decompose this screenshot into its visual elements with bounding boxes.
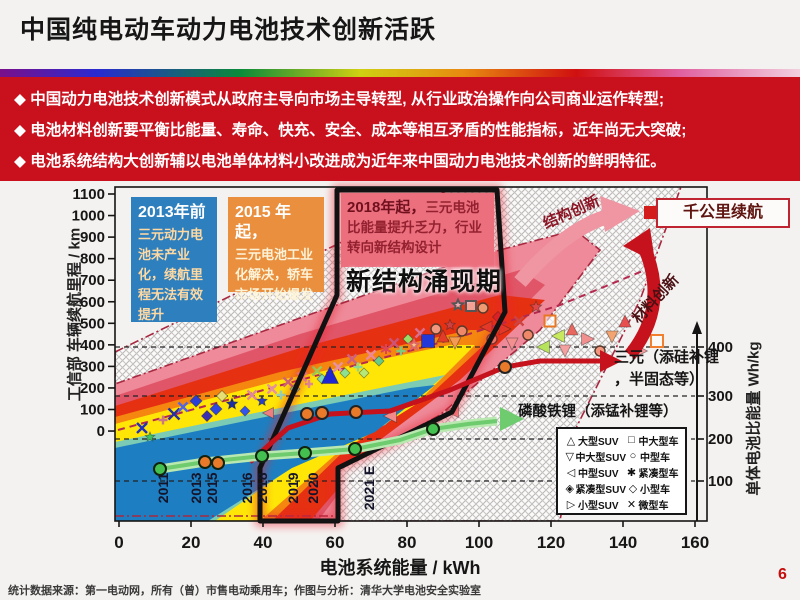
legend-item: ○ 中型车 <box>626 449 685 464</box>
slide-title: 中国纯电动车动力电池技术创新活跃 <box>20 16 437 44</box>
era-box-2018-lead: 2018年起， <box>347 199 426 216</box>
banner-bullet-2: ◆ 电池材料创新要平衡比能量、寿命、快充、安全、成本等相互矛盾的性能指标，近年尚… <box>14 122 687 139</box>
legend-item: ✕ 微型车 <box>625 497 686 512</box>
legend-marker-icon: △ <box>566 434 576 447</box>
banner-bullet-1: ◆ 中国动力电池技术创新模式从政府主导向市场主导转型, 从行业政治操作向公司商业… <box>14 91 665 108</box>
svg-text:120: 120 <box>537 533 565 552</box>
svg-text:2021 E: 2021 E <box>361 466 377 510</box>
legend-label: 中型车 <box>640 452 670 464</box>
legend-item: ◇ 小型车 <box>626 481 685 496</box>
red-square-marker <box>644 206 657 219</box>
legend-label: 大型SUV <box>578 436 619 448</box>
svg-text:200: 200 <box>80 380 105 397</box>
legend-label: 中型SUV <box>578 468 619 480</box>
era-box-2015: 2015 年起， 三元电池工业化解决，轿车市场开始爆发 <box>228 197 324 302</box>
svg-text:80: 80 <box>398 533 417 552</box>
svg-text:60: 60 <box>326 533 345 552</box>
legend-item: ▽ 中大型SUV <box>564 449 626 464</box>
page-number: 6 <box>778 566 787 583</box>
rainbow-divider <box>0 69 800 77</box>
new-structure-era-label: 新结构涌现期 <box>346 268 503 296</box>
legend-marker-icon: ▽ <box>565 450 574 463</box>
svg-text:100: 100 <box>708 473 733 490</box>
svg-text:600: 600 <box>80 294 105 311</box>
svg-text:0: 0 <box>114 533 123 552</box>
ternary-annotation-line1: 三元（添硅补锂 <box>614 349 720 366</box>
legend-label: 紧凑型SUV <box>575 485 626 497</box>
ternary-annotation-line2: ，半固态等） <box>614 371 705 388</box>
legend-label: 小型SUV <box>578 501 619 513</box>
legend-item: ◁ 中型SUV <box>564 465 625 480</box>
svg-text:2016: 2016 <box>239 472 255 503</box>
legend-marker-icon: ○ <box>629 450 637 463</box>
legend-item: △ 大型SUV <box>564 433 625 448</box>
svg-text:1100: 1100 <box>72 186 105 203</box>
legend-label: 中大型SUV <box>575 452 626 464</box>
legend-label: 微型车 <box>638 501 669 513</box>
svg-text:160: 160 <box>681 533 709 552</box>
era-box-2015-title: 2015 年起， <box>235 204 292 241</box>
svg-text:300: 300 <box>708 388 733 405</box>
legend-item: ◈ 紧凑型SUV <box>564 481 626 496</box>
svg-text:400: 400 <box>708 339 733 356</box>
legend-item: □ 中大型车 <box>625 433 686 448</box>
svg-text:500: 500 <box>80 315 105 332</box>
vehicle-type-legend: △ 大型SUV □ 中大型车 ▽ 中大型SUV ○ 中型车 ◁ 中型SUV ✱ 紧凑型车 ◈ 紧凑型SUV… <box>556 427 687 515</box>
thousand-km-range-box: 千公里续航 <box>656 198 790 228</box>
era-box-2013-body: 三元动力电池未产业化，续航里程无法有效提升 <box>138 227 204 322</box>
svg-text:200: 200 <box>708 431 733 448</box>
svg-text:2020: 2020 <box>305 472 321 503</box>
era-box-2015-body: 三元电池工业化解决，轿车市场开始爆发 <box>235 247 314 302</box>
svg-text:100: 100 <box>465 533 493 552</box>
legend-item: ✱ 紧凑型车 <box>625 465 686 480</box>
svg-text:1000: 1000 <box>72 208 105 225</box>
era-box-2013: 2013年前 三元动力电池未产业化，续航里程无法有效提升 <box>131 197 217 322</box>
svg-text:800: 800 <box>80 251 105 268</box>
scatter-points <box>136 297 664 442</box>
left-axis-title: 工信部 车辆续航里程 / km <box>66 227 84 402</box>
svg-text:0: 0 <box>97 423 105 440</box>
legend-marker-icon: ▷ <box>566 499 576 512</box>
legend-marker-icon: ◇ <box>628 483 638 496</box>
svg-text:2011: 2011 <box>155 473 171 504</box>
svg-text:40: 40 <box>254 533 273 552</box>
svg-text:400: 400 <box>80 337 105 354</box>
legend-label: 小型车 <box>640 485 670 497</box>
svg-text:2018: 2018 <box>254 472 270 503</box>
right-axis-title: 单体电池比能量 Wh/kg <box>745 341 763 496</box>
svg-text:700: 700 <box>80 272 105 289</box>
legend-marker-icon: ◁ <box>566 466 576 479</box>
svg-text:2019: 2019 <box>285 472 301 503</box>
era-box-2018-body: 三元电池比能量提升乏力，行业转向新结构设计 <box>347 200 482 255</box>
era-box-2018: 2018年起，三元电池比能量提升乏力，行业转向新结构设计 <box>341 193 494 267</box>
svg-text:300: 300 <box>80 358 105 375</box>
legend-marker-icon: ✱ <box>626 466 637 479</box>
legend-marker-icon: ✕ <box>626 499 637 512</box>
legend-item: ▷ 小型SUV <box>564 497 625 512</box>
svg-text:20: 20 <box>182 533 201 552</box>
key-points-banner: ◆ 中国动力电池技术创新模式从政府主导向市场主导转型, 从行业政治操作向公司商业… <box>0 77 800 181</box>
svg-text:100: 100 <box>80 402 105 419</box>
legend-marker-icon: □ <box>628 434 635 447</box>
lfp-annotation: 磷酸铁锂（添锰补锂等） <box>518 404 678 420</box>
legend-label: 中大型车 <box>638 436 679 448</box>
svg-text:2013: 2013 <box>188 472 204 503</box>
x-axis-title: 电池系统能量 / kWh <box>319 558 481 578</box>
source-attribution: 统计数据来源：第一电动网，所有（曾）市售电动乘用车；作图与分析：清华大学电池安全… <box>8 585 481 597</box>
ternary-annotation: 三元（添硅补锂 ，半固态等） <box>614 347 719 391</box>
legend-marker-icon: ◈ <box>565 483 574 496</box>
legend-label: 紧凑型车 <box>638 468 679 480</box>
era-box-2013-title: 2013年前 <box>138 204 206 221</box>
svg-text:140: 140 <box>609 533 637 552</box>
svg-text:900: 900 <box>80 229 105 246</box>
banner-bullet-3: ◆ 电池系统结构大创新辅以电池单体材料小改进成为近年来中国动力电池技术创新的鲜明… <box>14 153 666 170</box>
svg-text:2015: 2015 <box>204 472 220 503</box>
